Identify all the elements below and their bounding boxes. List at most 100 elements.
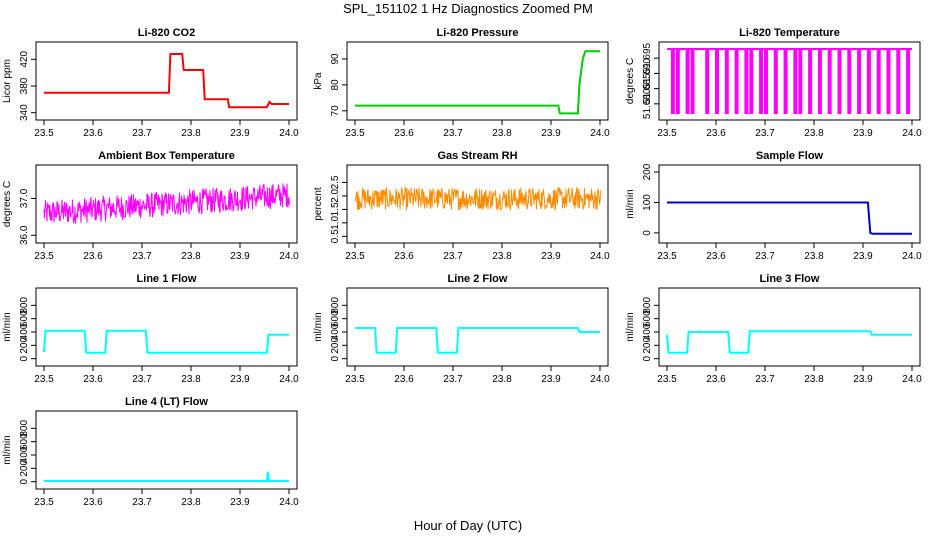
series-line	[354, 186, 601, 212]
x-tick-label: 23.5	[345, 128, 365, 139]
panel-title: Line 3 Flow	[760, 273, 820, 285]
panel-1: Li-820 CO2 Licor ppm 23.5 23.6 23.7 23.8 23.9 2…	[2, 27, 299, 139]
y-axis-label: ml/min	[2, 435, 13, 464]
y-axis-label: degrees C	[625, 58, 636, 104]
plot-frame	[35, 41, 298, 121]
series-line	[667, 201, 912, 235]
x-tick-label: 23.8	[181, 128, 201, 139]
x-tick-label: 23.8	[181, 497, 201, 508]
y-tick-label: 0	[642, 355, 653, 361]
x-tick-label: 24.0	[902, 251, 922, 262]
y-tick-label: 51.695	[642, 42, 653, 73]
x-tick-label: 23.5	[34, 251, 54, 262]
panel-title: Line 2 Flow	[448, 273, 508, 285]
x-tick-label: 23.9	[230, 251, 250, 262]
y-tick-label: 0	[19, 478, 30, 484]
x-tick-label: 24.0	[902, 128, 922, 139]
y-tick-label: 380	[19, 77, 30, 94]
plot-frame	[346, 287, 609, 367]
y-tick-label: 80	[330, 79, 341, 91]
figure-xlabel: Hour of Day (UTC)	[414, 518, 522, 533]
x-tick-label: 23.8	[181, 251, 201, 262]
y-axis-label: ml/min	[2, 312, 13, 341]
plot-frame	[346, 41, 609, 121]
x-tick-label: 23.6	[83, 128, 103, 139]
y-tick-label: 600	[19, 310, 30, 327]
y-axis-label: degrees C	[2, 181, 13, 227]
panel-7: Line 1 Flow ml/min 23.5 23.6 23.7 23.8 23.9 24.…	[2, 273, 299, 385]
x-tick-label: 23.7	[132, 128, 152, 139]
x-tick-label: 23.7	[443, 251, 463, 262]
panel-10: Line 4 (LT) Flow ml/min 23.5 23.6 23.7 23.8 23…	[2, 396, 299, 508]
y-tick-label: 2.0	[330, 189, 341, 203]
x-tick-label: 23.6	[706, 128, 726, 139]
y-tick-label: 0.5	[330, 229, 341, 243]
x-tick-label: 23.6	[83, 251, 103, 262]
y-tick-label: 340	[19, 104, 30, 121]
x-tick-label: 23.6	[706, 374, 726, 385]
x-tick-label: 23.5	[34, 128, 54, 139]
panel-3: Li-820 Temperature degrees C 23.5 23.6 23.7 2…	[625, 27, 922, 139]
y-tick-label: 200	[642, 337, 653, 354]
plot-frame	[35, 164, 298, 244]
y-tick-label: 51.680	[642, 88, 653, 119]
y-tick-label: 1.5	[330, 202, 341, 216]
plot-frame	[658, 41, 921, 121]
y-tick-label: 200	[330, 337, 341, 354]
y-tick-label: 600	[330, 310, 341, 327]
y-axis-label: kPa	[313, 72, 324, 90]
series-line	[44, 53, 289, 109]
x-tick-label: 23.5	[657, 128, 677, 139]
series-line	[355, 327, 600, 354]
plot-frame	[346, 164, 609, 244]
y-tick-label: 0	[642, 230, 653, 236]
panel-4: Ambient Box Temperature degrees C 23.5 23.6…	[2, 150, 299, 262]
plot-frame	[35, 410, 298, 490]
y-tick-label: 400	[19, 446, 30, 463]
x-tick-label: 23.6	[394, 128, 414, 139]
x-tick-label: 23.5	[345, 374, 365, 385]
x-tick-label: 23.7	[755, 374, 775, 385]
panel-2: Li-820 Pressure kPa 23.5 23.6 23.7 23.8 23.9 24…	[313, 27, 610, 139]
x-tick-label: 23.9	[230, 374, 250, 385]
panel-title: Sample Flow	[756, 150, 824, 162]
y-tick-label: 1.0	[330, 215, 341, 229]
plot-frame	[658, 164, 921, 244]
y-tick-label: 200	[19, 337, 30, 354]
x-tick-label: 24.0	[279, 251, 299, 262]
x-tick-label: 23.5	[34, 374, 54, 385]
x-tick-label: 23.7	[755, 128, 775, 139]
x-tick-label: 24.0	[279, 497, 299, 508]
y-tick-label: 800	[642, 297, 653, 314]
figure-title: SPL_151102 1 Hz Diagnostics Zoomed PM	[343, 1, 593, 16]
x-tick-label: 23.7	[132, 251, 152, 262]
y-tick-label: 2.5	[330, 175, 341, 189]
panel-8: Line 2 Flow ml/min 23.5 23.6 23.7 23.8 23.9 24.…	[313, 273, 610, 385]
panel-title: Ambient Box Temperature	[98, 150, 235, 162]
x-tick-label: 23.8	[181, 374, 201, 385]
y-tick-label: 36.0	[19, 225, 30, 245]
x-tick-label: 23.9	[853, 128, 873, 139]
y-axis-label: percent	[313, 187, 324, 221]
panel-title: Gas Stream RH	[437, 150, 517, 162]
x-tick-label: 23.7	[132, 374, 152, 385]
series-line	[43, 183, 290, 224]
y-tick-label: 800	[330, 297, 341, 314]
x-tick-label: 24.0	[590, 251, 610, 262]
x-tick-label: 23.8	[804, 128, 824, 139]
y-tick-label: 420	[19, 51, 30, 68]
x-tick-label: 24.0	[590, 128, 610, 139]
y-tick-label: 400	[19, 323, 30, 340]
x-tick-label: 23.8	[492, 128, 512, 139]
panel-title: Li-820 CO2	[138, 27, 195, 39]
series-line	[355, 50, 600, 115]
y-tick-label: 800	[19, 297, 30, 314]
y-tick-label: 51.685	[642, 73, 653, 104]
y-axis-label: ml/min	[625, 189, 636, 218]
panel-title: Li-820 Temperature	[739, 27, 840, 39]
panel-title: Line 1 Flow	[137, 273, 197, 285]
x-tick-label: 23.9	[230, 497, 250, 508]
x-tick-label: 24.0	[279, 128, 299, 139]
y-tick-label: 200	[642, 163, 653, 180]
